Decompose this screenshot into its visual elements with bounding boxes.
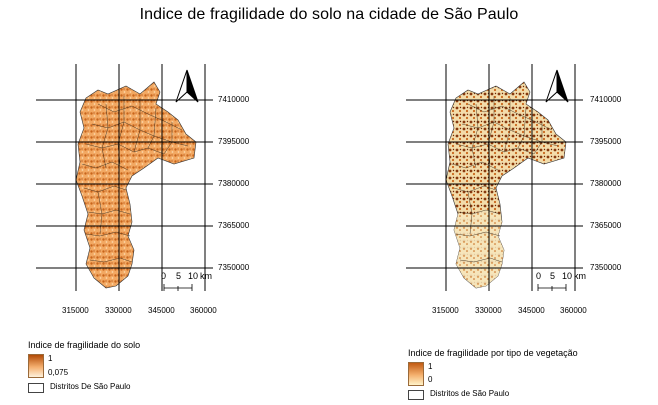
legend-title: Indice de fragilidade por tipo de vegeta… xyxy=(408,348,578,358)
southern-lighter-region xyxy=(454,210,504,288)
district-boundaries xyxy=(81,96,189,263)
x-label: 315000 xyxy=(62,306,89,315)
y-label: 7350000 xyxy=(218,263,250,272)
legend-title: Indice de fragilidade do solo xyxy=(28,340,141,350)
y-label: 7395000 xyxy=(218,137,250,146)
y-label: 7395000 xyxy=(590,137,622,146)
scale-tick-5: 5 xyxy=(550,271,556,281)
legend-max: 1 xyxy=(48,354,53,363)
north-arrow-icon xyxy=(545,69,569,103)
x-label: 315000 xyxy=(432,306,459,315)
y-label: 7410000 xyxy=(590,95,622,104)
district-swatch xyxy=(408,390,424,400)
x-label: 345000 xyxy=(518,306,545,315)
legend-min: 0,075 xyxy=(48,368,69,377)
x-label: 330000 xyxy=(105,306,132,315)
scale-tick-0: 0 xyxy=(536,271,542,281)
legend-gradient xyxy=(408,362,424,386)
map-fragilidade-solo: 0 5 10 km xyxy=(36,64,213,291)
scale-tick-10: 10 xyxy=(562,271,573,281)
coordinate-grid xyxy=(36,64,213,291)
x-label: 345000 xyxy=(148,306,175,315)
page-title: Indice de fragilidade do solo na cidade … xyxy=(139,6,519,23)
scale-bar xyxy=(537,284,567,291)
scale-unit: km xyxy=(200,271,212,281)
district-swatch xyxy=(28,383,44,393)
scale-bar xyxy=(163,284,193,291)
y-label: 7380000 xyxy=(218,179,250,188)
y-label: 7350000 xyxy=(590,263,622,272)
sao-paulo-polygon xyxy=(75,81,197,289)
map-fragilidade-vegetacao: 0 5 10 km xyxy=(406,64,586,291)
legend-districts-label: Distritos De São Paulo xyxy=(50,382,131,391)
legend-districts-label: Distritos de São Paulo xyxy=(430,389,510,398)
y-label: 7365000 xyxy=(590,221,622,230)
map-canvas xyxy=(36,64,213,291)
x-label: 330000 xyxy=(475,306,502,315)
legend-min: 0 xyxy=(428,375,433,384)
scale-tick-5: 5 xyxy=(176,271,182,281)
x-label: 360000 xyxy=(190,306,217,315)
coordinate-grid xyxy=(406,64,583,291)
scale-unit: km xyxy=(574,271,586,281)
legend-gradient xyxy=(28,354,44,378)
north-arrow-icon xyxy=(175,69,199,103)
x-label: 360000 xyxy=(560,306,587,315)
legend-max: 1 xyxy=(428,362,433,371)
map-canvas xyxy=(406,64,583,291)
y-label: 7365000 xyxy=(218,221,250,230)
scale-tick-0: 0 xyxy=(161,271,167,281)
scale-tick-10: 10 xyxy=(188,271,199,281)
y-label: 7380000 xyxy=(590,179,622,188)
y-label: 7410000 xyxy=(218,95,250,104)
